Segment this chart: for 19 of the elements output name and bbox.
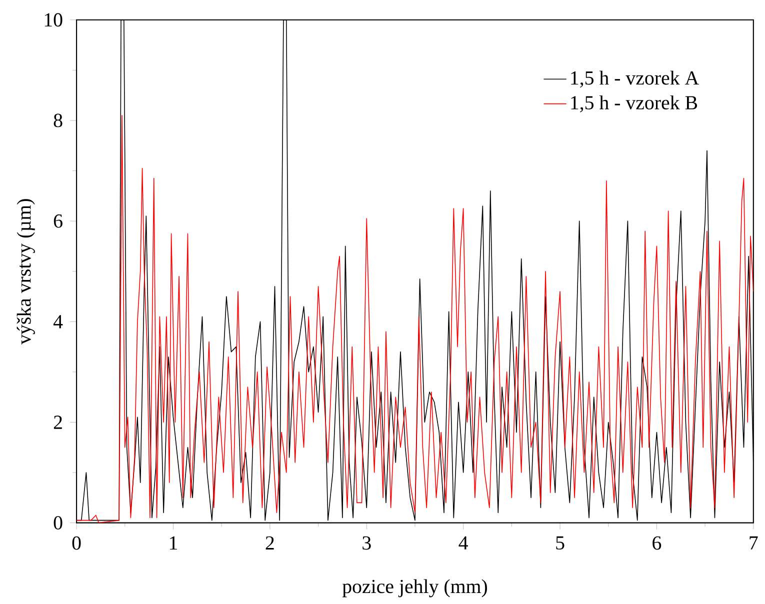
legend-label: 1,5 h - vzorek A: [571, 70, 699, 88]
x-tick-label: 1: [170, 536, 178, 550]
x-tick-label: 4: [458, 536, 468, 550]
x-tick-label: 7: [750, 536, 758, 550]
legend-label: 1,5 h - vzorek B: [571, 95, 698, 112]
y-tick-label: 8: [54, 114, 62, 128]
x-axis-title: pozice jehly (mm): [342, 579, 487, 598]
y-tick-label: 10: [44, 13, 62, 26]
y-tick-label: 6: [54, 214, 62, 228]
x-tick-label: 3: [362, 536, 371, 550]
y-tick-label: 0: [54, 516, 62, 530]
x-tick-label: 5: [556, 536, 564, 550]
x-tick-label: 0: [72, 536, 81, 550]
y-tick-label: 4: [53, 314, 63, 328]
x-tick-label: 6: [652, 536, 662, 550]
x-tick-label: 2: [266, 536, 274, 550]
y-tick-label: 2: [54, 416, 62, 429]
y-axis-title: výška vrstvy (µm): [16, 198, 35, 344]
line-series: [76, 114, 754, 523]
